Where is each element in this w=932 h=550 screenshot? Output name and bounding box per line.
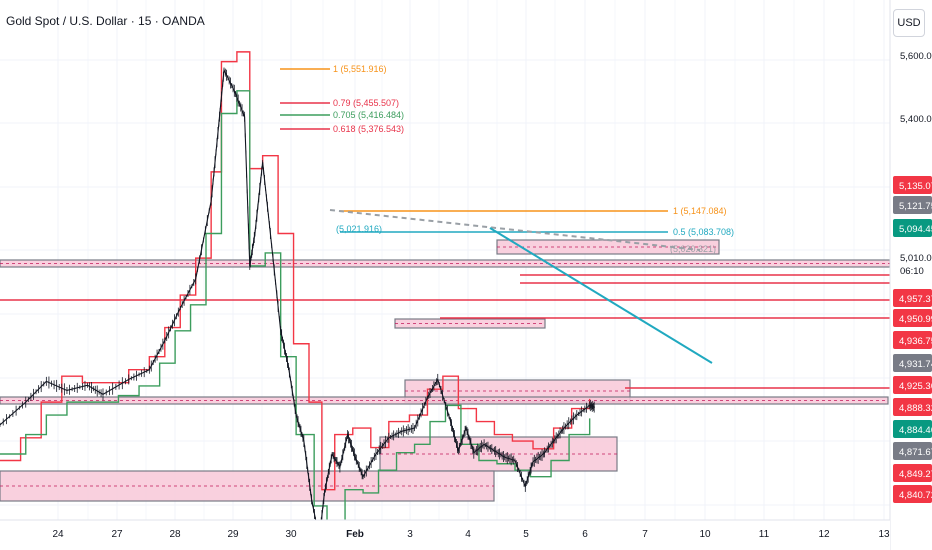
fib-label: (5,021.916)	[336, 224, 382, 234]
price-tag	[893, 219, 932, 237]
time-axis[interactable]	[0, 520, 890, 550]
x-tick-label: 12	[818, 529, 830, 540]
x-tick-label: 28	[169, 529, 181, 540]
price-tag	[893, 196, 932, 214]
price-tag-label: 4,888.321	[899, 403, 932, 414]
price-tag	[893, 485, 932, 503]
chart-title: Gold Spot / U.S. Dollar · 15 · OANDA	[6, 14, 205, 28]
x-tick-label: 11	[759, 529, 770, 540]
x-tick-label: 7	[642, 529, 648, 540]
price-tag-label: 5,121.753	[899, 201, 932, 212]
trailing-stop-red	[0, 51, 591, 491]
fib-label: 1 (5,147.084)	[673, 206, 727, 216]
price-tag	[893, 289, 932, 307]
price-tag-label: 5,135.077	[899, 181, 932, 192]
price-tag-label: 4,957.371	[899, 294, 932, 305]
x-tick-label: 29	[227, 529, 239, 540]
x-tick-label: 24	[52, 529, 64, 540]
fib-label: 0.705 (5,416.484)	[333, 110, 404, 120]
price-tag	[893, 376, 932, 394]
price-tag-label: 4,936.753	[899, 336, 932, 347]
price-tag	[893, 309, 932, 327]
bar-countdown: 06:10	[900, 266, 924, 277]
y-tick-label: 5,400.000	[900, 114, 932, 125]
price-tag	[893, 464, 932, 482]
price-tag-label: 4,931.745	[899, 359, 932, 370]
x-tick-label: 10	[699, 529, 711, 540]
trend-line-dashed	[329, 209, 701, 251]
price-tag-label: 4,925.360	[899, 381, 932, 392]
trailing-stop-green	[0, 90, 591, 527]
fib-label: 0.618 (5,376.543)	[333, 124, 404, 134]
price-tag-label: 4,950.991	[899, 314, 932, 325]
x-tick-label: 4	[465, 529, 471, 540]
current-price-label: 5,010.065	[900, 253, 932, 264]
x-tick-label: 27	[111, 529, 123, 540]
price-tag-label: 4,871.675	[899, 447, 932, 458]
current-price-box	[893, 250, 932, 265]
price-tag	[893, 398, 932, 416]
currency-button[interactable]: USD	[893, 9, 925, 37]
fib-label: 0.5 (5,083.708)	[673, 227, 734, 237]
x-tick-label: 3	[407, 529, 413, 540]
y-tick-label: 5,600.000	[900, 51, 932, 62]
x-tick-label: 5	[523, 529, 529, 540]
x-tick-label: 30	[285, 529, 297, 540]
price-tag-label: 4,884.462	[899, 425, 932, 436]
x-tick-label: 13	[878, 529, 890, 540]
price-tag	[893, 420, 932, 438]
x-tick-label: 6	[582, 529, 588, 540]
x-tick-label: Feb	[346, 529, 364, 540]
price-tag-label: 4,849.277	[899, 469, 932, 480]
fib-label: 0.79 (5,455.507)	[333, 98, 399, 108]
price-tag-label: 4,840.729	[899, 490, 932, 501]
fib-label: (5,020.321)	[670, 244, 716, 254]
price-tag	[893, 176, 932, 194]
price-tag	[893, 354, 932, 372]
trend-line-teal	[489, 227, 713, 364]
price-tag	[893, 442, 932, 460]
fib-label: 1 (5,551.916)	[333, 64, 387, 74]
price-tag-label: 5,094.452	[899, 224, 932, 235]
price-tag	[893, 331, 932, 349]
